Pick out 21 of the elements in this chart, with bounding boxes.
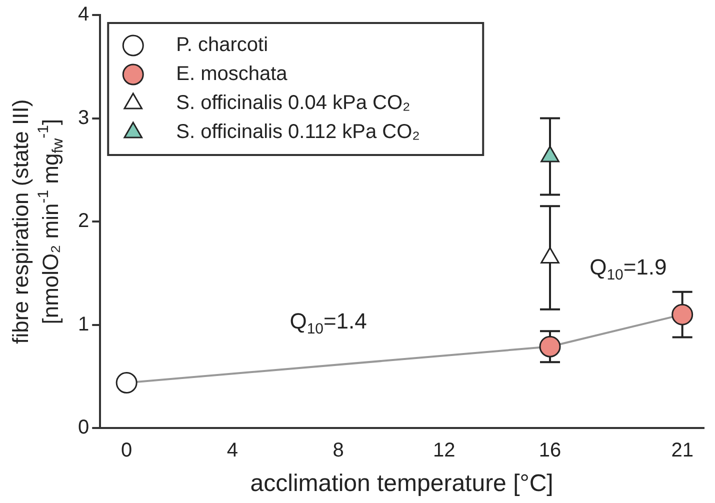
point (539, 336, 561, 358)
legend-label: P. charcoti (176, 34, 268, 56)
point (672, 304, 694, 326)
y-tick-label: 2 (78, 210, 90, 232)
legend-label: S. officinalis 0.04 kPa CO₂ (176, 92, 410, 114)
x-tick-label: 12 (433, 440, 456, 462)
legend-label: S. officinalis 0.112 kPa CO₂ (176, 121, 420, 144)
x-tick-label: 21 (671, 440, 694, 462)
y-tick-label: 1 (78, 313, 90, 336)
x-tick-label: 8 (332, 440, 344, 462)
point (116, 372, 138, 394)
point (540, 146, 560, 162)
y-tick-label: 4 (78, 4, 90, 26)
x-tick-label: 0 (121, 440, 132, 462)
y-tick-label: 0 (78, 416, 90, 439)
x-tick-label: 4 (226, 440, 238, 462)
x-tick-label: 16 (538, 440, 562, 462)
legend-label: E. moschata (176, 63, 288, 86)
x-axis-title: acclimation temperature [°C] (250, 470, 554, 498)
point (540, 247, 560, 264)
y-tick-label: 3 (78, 106, 90, 129)
